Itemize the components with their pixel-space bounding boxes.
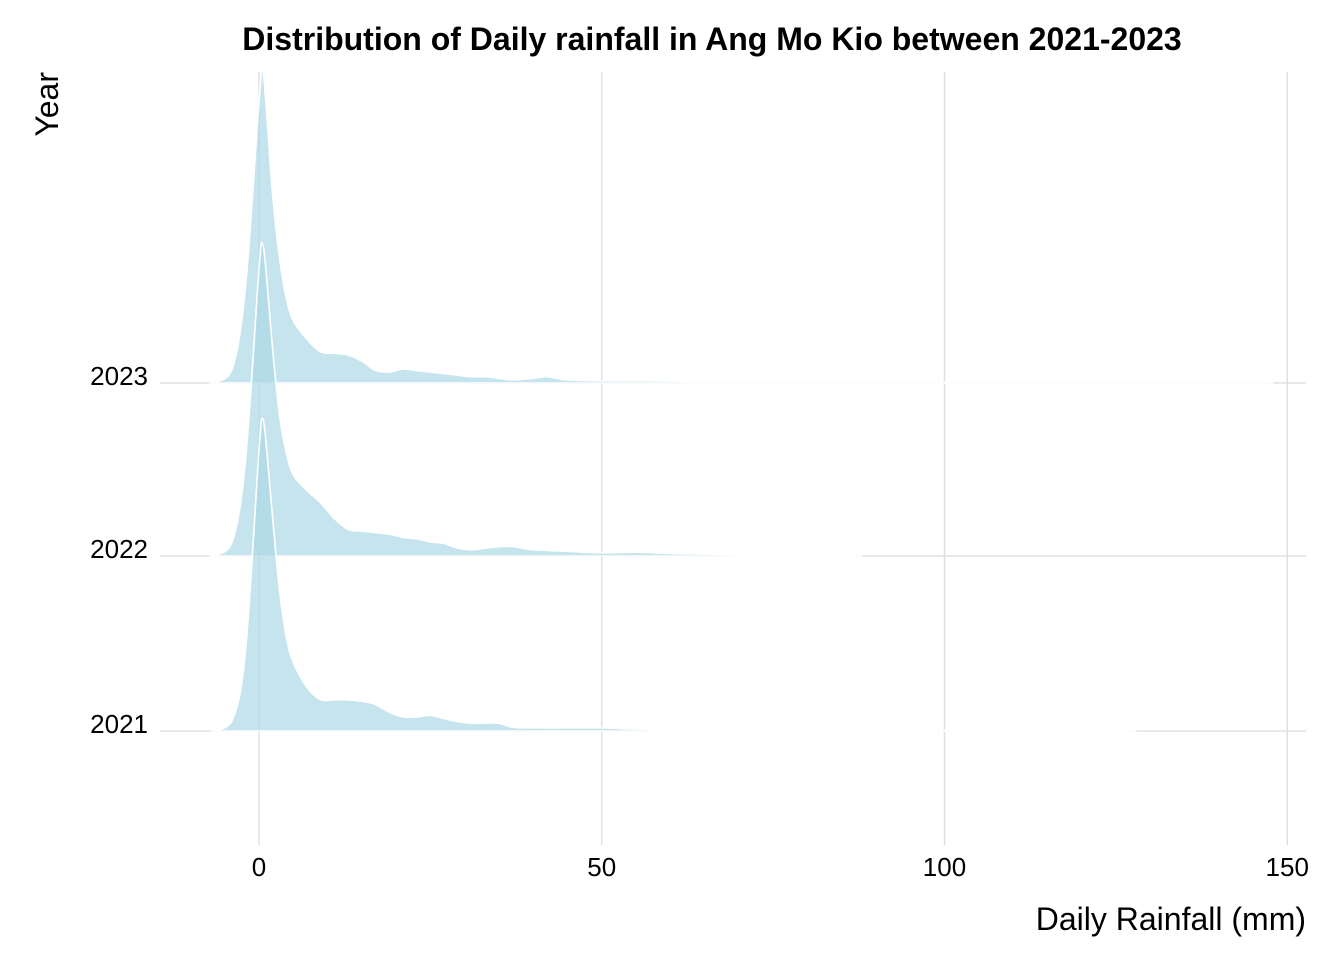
x-tick-label: 100 bbox=[923, 852, 966, 882]
y-axis-title: Year bbox=[29, 72, 65, 137]
ridge-layer bbox=[208, 69, 1274, 732]
density-ridge-2022 bbox=[208, 241, 863, 557]
y-tick-label: 2023 bbox=[90, 361, 148, 391]
x-tick-label: 50 bbox=[587, 852, 616, 882]
density-ridge-2023 bbox=[208, 69, 1274, 384]
y-tick-label: 2022 bbox=[90, 534, 148, 564]
tick-layer: 0 50 100 150 2021 2022 2023 bbox=[90, 361, 1309, 882]
x-tick-label: 0 bbox=[252, 852, 266, 882]
x-tick-label: 150 bbox=[1266, 852, 1309, 882]
x-axis-title: Daily Rainfall (mm) bbox=[1036, 901, 1306, 937]
density-ridge-2021 bbox=[210, 418, 1137, 732]
y-tick-label: 2021 bbox=[90, 709, 148, 739]
chart-title: Distribution of Daily rainfall in Ang Mo… bbox=[242, 21, 1181, 57]
